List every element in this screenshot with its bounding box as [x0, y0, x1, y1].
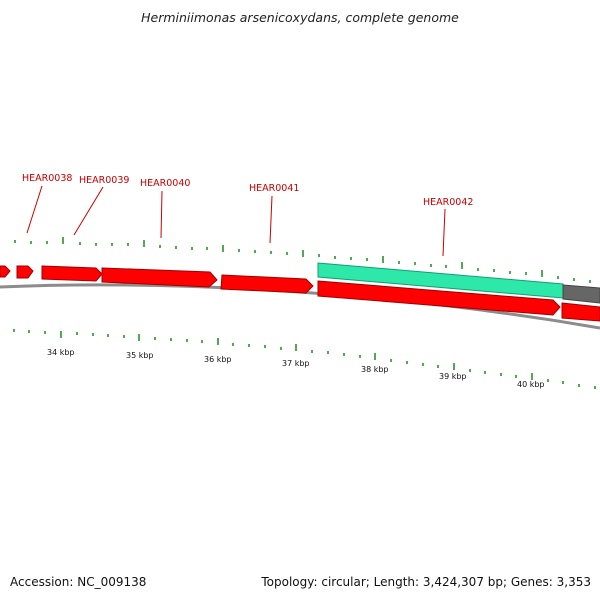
label-leader-line: [269, 195, 273, 244]
gene-arrow[interactable]: [220, 274, 314, 294]
accession-label: Accession: NC_009138: [10, 575, 147, 589]
gene-labels: HEAR0038 HEAR0039 HEAR0040 HEAR0041 HEAR…: [22, 173, 473, 208]
kbp-labels: 34 kbp 35 kbp 36 kbp 37 kbp 38 kbp 39 kb…: [47, 348, 545, 389]
gene-other[interactable]: [562, 284, 600, 304]
gene-label[interactable]: HEAR0039: [79, 175, 129, 186]
forward-strand-genes: [0, 262, 600, 304]
gene-arrow[interactable]: [0, 265, 11, 278]
gene-label[interactable]: HEAR0041: [249, 183, 299, 194]
gene-arrow[interactable]: [101, 267, 218, 288]
kbp-label: 34 kbp: [47, 348, 75, 357]
kbp-label: 37 kbp: [282, 359, 310, 368]
tick-row-upper: [14, 237, 591, 283]
kbp-label: 38 kbp: [361, 365, 389, 374]
gene-arrow[interactable]: [41, 265, 103, 282]
label-leader-line: [442, 208, 446, 257]
label-leader-line: [160, 190, 163, 239]
label-leader-line: [73, 186, 104, 236]
gene-label[interactable]: HEAR0042: [423, 197, 473, 208]
gene-label-leaders: [26, 185, 446, 257]
label-leader-line: [26, 185, 43, 234]
kbp-label: 36 kbp: [204, 355, 232, 364]
gene-arrow[interactable]: [317, 280, 561, 316]
gene-label[interactable]: HEAR0040: [140, 178, 190, 189]
gene-arrow[interactable]: [561, 302, 600, 322]
kbp-label: 35 kbp: [126, 351, 154, 360]
gene-arrow[interactable]: [16, 265, 34, 279]
genome-summary: Topology: circular; Length: 3,424,307 bp…: [261, 575, 591, 589]
map-title: Herminiimonas arsenicoxydans, complete g…: [141, 10, 459, 25]
kbp-label: 40 kbp: [517, 380, 545, 389]
kbp-label: 39 kbp: [439, 372, 467, 381]
reverse-strand-genes: [317, 280, 600, 322]
tick-row-lower: [13, 329, 596, 389]
gene-label[interactable]: HEAR0038: [22, 173, 72, 184]
